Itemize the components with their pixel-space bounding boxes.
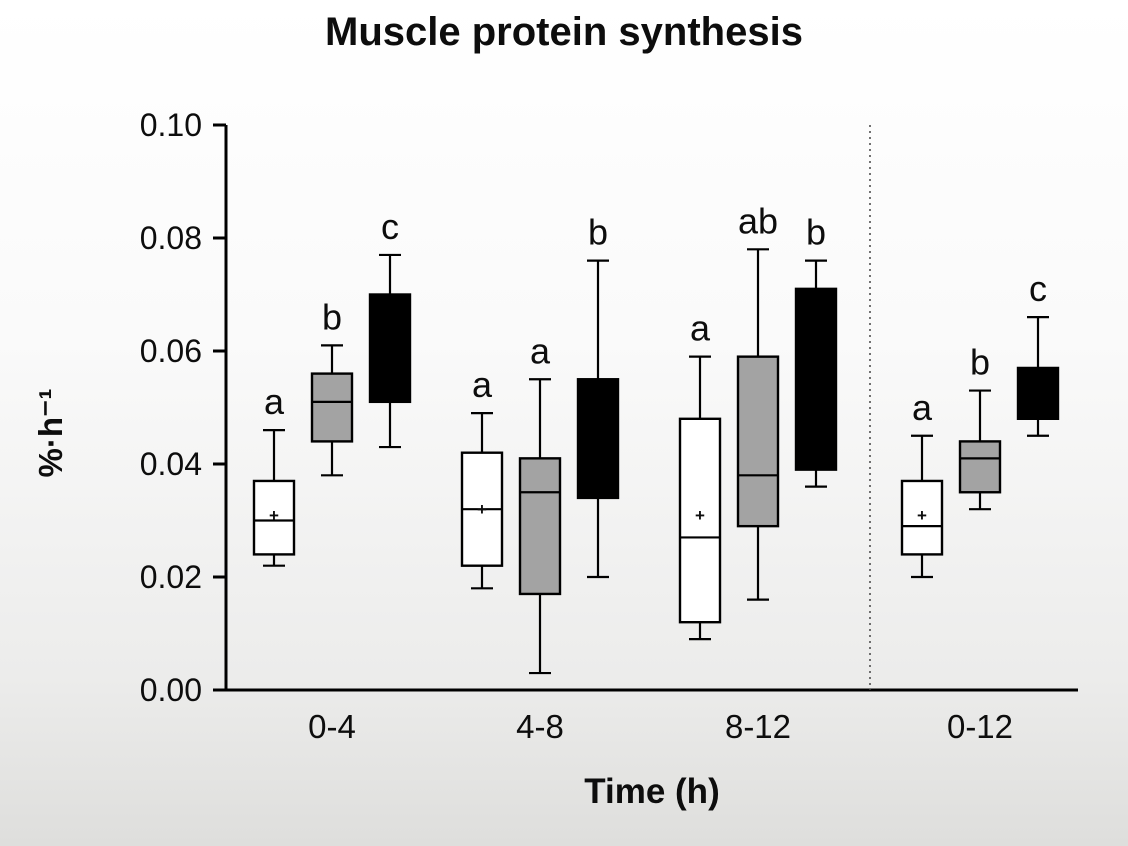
significance-letter: a [472, 364, 493, 405]
mean-marker: + [477, 500, 487, 519]
y-tick-label: 0.08 [140, 220, 202, 256]
mean-marker: + [917, 506, 927, 525]
box-white-0-12 [900, 479, 944, 556]
significance-letter: c [1029, 268, 1047, 309]
box-white-0-4 [252, 479, 296, 556]
mean-marker: + [269, 506, 279, 525]
box-white-8-12 [678, 417, 722, 624]
chart-title: Muscle protein synthesis [325, 10, 803, 54]
mean-marker: + [695, 506, 705, 525]
box-black-0-12 [1016, 366, 1060, 421]
significance-letter: a [530, 330, 551, 371]
x-axis-label: Time (h) [584, 772, 720, 811]
significance-letter: c [381, 206, 399, 247]
box-gray-4-8 [518, 457, 562, 596]
box-black-4-8 [576, 378, 620, 500]
x-tick-label: 0-4 [308, 708, 356, 745]
x-tick-label: 0-12 [947, 708, 1013, 745]
significance-letter: b [970, 342, 990, 383]
x-tick-label: 8-12 [725, 708, 791, 745]
significance-letter: a [264, 381, 285, 422]
box-gray-0-12 [958, 440, 1002, 494]
y-tick-label: 0.00 [140, 672, 202, 708]
box-gray-8-12 [736, 355, 780, 528]
x-tick-label: 4-8 [516, 708, 564, 745]
significance-letter: b [322, 296, 342, 337]
significance-letter: a [912, 387, 933, 428]
y-tick-label: 0.10 [140, 107, 202, 143]
significance-letter: ab [738, 200, 778, 241]
box-black-0-4 [368, 293, 412, 404]
y-tick-label: 0.04 [140, 446, 202, 482]
significance-letter: b [588, 212, 608, 253]
significance-letter: b [806, 212, 826, 253]
significance-letter: a [690, 308, 711, 349]
y-tick-label: 0.02 [140, 559, 202, 595]
box-black-8-12 [794, 287, 838, 471]
box-gray-0-4 [310, 372, 354, 443]
y-tick-label: 0.06 [140, 333, 202, 369]
